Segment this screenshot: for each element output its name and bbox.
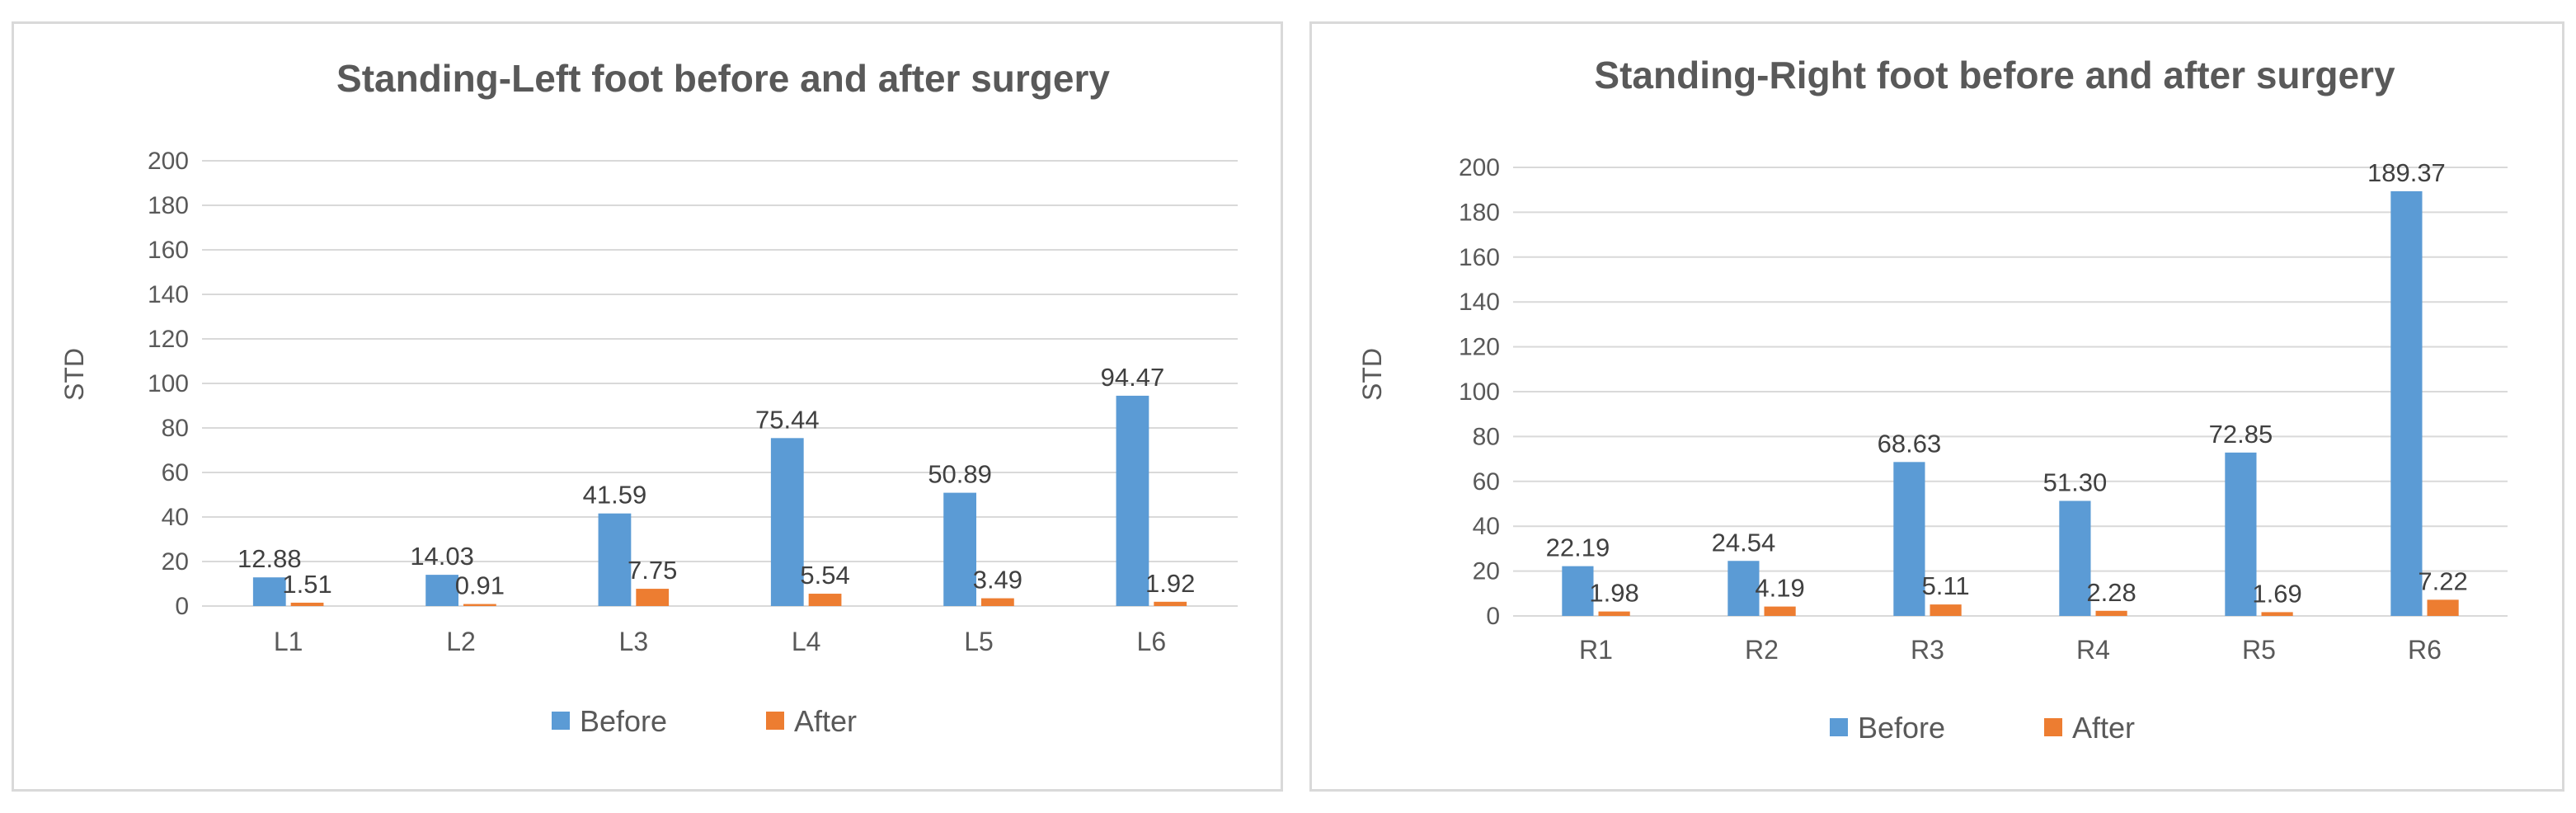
data-label: 0.91 xyxy=(455,571,505,600)
y-tick-label: 80 xyxy=(1473,423,1500,450)
y-axis-title: STD xyxy=(59,348,89,401)
bar-before xyxy=(943,492,976,606)
bar-after xyxy=(1598,611,1630,616)
bar-after xyxy=(1154,601,1187,606)
y-tick-label: 20 xyxy=(162,548,189,576)
legend-label-after: After xyxy=(794,704,857,738)
bar-before xyxy=(598,513,632,606)
x-tick-label: L5 xyxy=(964,627,994,656)
data-label: 2.28 xyxy=(2086,578,2136,607)
data-label: 68.63 xyxy=(1878,429,1942,458)
bar-after xyxy=(2095,610,2127,616)
bar-after xyxy=(1930,604,1962,616)
y-tick-label: 200 xyxy=(148,148,189,175)
chart-left: Standing-Left foot before and after surg… xyxy=(59,57,1238,738)
legend-swatch-after xyxy=(766,712,784,730)
y-tick-label: 140 xyxy=(1459,289,1500,316)
data-label: 1.69 xyxy=(2252,579,2301,608)
bar-before xyxy=(1562,566,1594,616)
data-label: 94.47 xyxy=(1101,363,1165,392)
y-axis-title: STD xyxy=(1357,348,1387,401)
data-label: 189.37 xyxy=(2367,158,2446,187)
legend-swatch-before xyxy=(552,712,570,730)
data-label: 22.19 xyxy=(1546,533,1610,562)
bar-before xyxy=(2059,500,2091,616)
data-label: 51.30 xyxy=(2043,468,2108,496)
data-label: 24.54 xyxy=(1712,528,1776,557)
legend-label-before: Before xyxy=(1858,711,1945,745)
bar-before xyxy=(2225,452,2257,616)
bar-before xyxy=(2390,190,2423,617)
bar-after xyxy=(981,598,1014,606)
bar-before xyxy=(252,577,286,606)
data-label: 75.44 xyxy=(755,405,820,434)
bar-before xyxy=(1893,462,1925,616)
data-label: 1.92 xyxy=(1145,569,1195,598)
x-tick-label: R6 xyxy=(2408,635,2442,665)
x-tick-label: R4 xyxy=(2076,635,2110,665)
y-tick-label: 160 xyxy=(1459,244,1500,271)
legend-swatch-before xyxy=(1830,718,1848,736)
y-tick-label: 0 xyxy=(175,593,189,620)
data-label: 41.59 xyxy=(583,481,647,510)
y-tick-label: 140 xyxy=(148,281,189,308)
y-tick-label: 60 xyxy=(162,459,189,486)
y-tick-label: 60 xyxy=(1473,468,1500,496)
y-tick-label: 180 xyxy=(148,192,189,219)
bar-after xyxy=(2261,612,2293,616)
data-label: 1.51 xyxy=(282,570,331,599)
x-tick-label: L4 xyxy=(792,627,821,656)
x-tick-label: L2 xyxy=(446,627,476,656)
y-tick-label: 120 xyxy=(148,326,189,353)
x-tick-label: L1 xyxy=(274,627,303,656)
x-tick-label: L3 xyxy=(619,627,649,656)
legend-label-before: Before xyxy=(580,704,667,738)
chart-title: Standing-Left foot before and after surg… xyxy=(336,57,1110,100)
bar-after xyxy=(636,589,670,606)
x-tick-label: R5 xyxy=(2242,635,2276,665)
data-label: 72.85 xyxy=(2209,420,2273,449)
data-label: 5.54 xyxy=(800,561,849,590)
bar-after xyxy=(1764,606,1796,616)
y-tick-label: 80 xyxy=(162,415,189,442)
bar-after xyxy=(808,594,842,606)
legend-label-after: After xyxy=(2072,711,2135,745)
chart-right: Standing-Right foot before and after sur… xyxy=(1357,54,2508,745)
bar-after xyxy=(463,604,496,606)
data-label: 4.19 xyxy=(1755,574,1804,603)
data-label: 7.75 xyxy=(628,556,677,585)
bar-before xyxy=(425,575,458,606)
y-tick-label: 200 xyxy=(1459,154,1500,181)
data-label: 3.49 xyxy=(973,566,1022,594)
data-label: 50.89 xyxy=(928,460,992,489)
y-tick-label: 40 xyxy=(162,504,189,531)
y-tick-label: 40 xyxy=(1473,513,1500,540)
bar-after xyxy=(2427,599,2459,616)
bar-before xyxy=(1728,561,1760,616)
bar-after xyxy=(290,602,324,606)
data-label: 7.22 xyxy=(2418,566,2467,595)
bar-before xyxy=(770,438,804,606)
chart-panel-right: Standing-Right foot before and after sur… xyxy=(1309,21,2564,792)
legend-swatch-after xyxy=(2044,718,2062,736)
y-tick-label: 0 xyxy=(1486,603,1500,630)
data-label: 14.03 xyxy=(410,542,474,571)
y-tick-label: 100 xyxy=(1459,378,1500,406)
data-label: 12.88 xyxy=(237,544,302,573)
data-label: 5.11 xyxy=(1922,571,1970,600)
bar-before xyxy=(1116,395,1149,606)
y-tick-label: 160 xyxy=(148,237,189,264)
x-tick-label: R3 xyxy=(1911,635,1944,665)
y-tick-label: 20 xyxy=(1473,558,1500,585)
y-tick-label: 180 xyxy=(1459,199,1500,226)
chart-panel-left: Standing-Left foot before and after surg… xyxy=(12,21,1283,792)
y-tick-label: 120 xyxy=(1459,334,1500,361)
x-tick-label: R1 xyxy=(1579,635,1613,665)
x-tick-label: R2 xyxy=(1745,635,1779,665)
data-label: 1.98 xyxy=(1589,579,1638,608)
y-tick-label: 100 xyxy=(148,370,189,397)
chart-title: Standing-Right foot before and after sur… xyxy=(1594,54,2395,96)
x-tick-label: L6 xyxy=(1137,627,1167,656)
